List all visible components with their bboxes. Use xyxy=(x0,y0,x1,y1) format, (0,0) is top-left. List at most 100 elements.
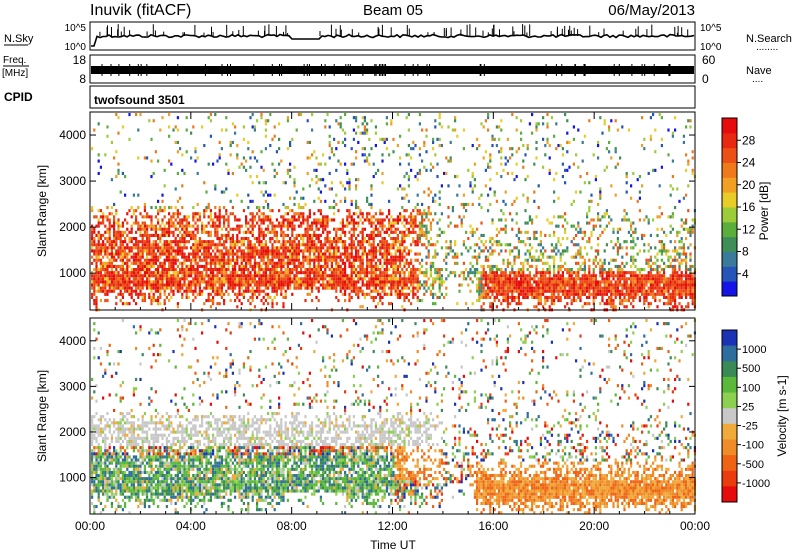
heatmap-cell xyxy=(251,212,254,216)
heatmap-cell xyxy=(95,243,98,247)
heatmap-cell xyxy=(209,255,212,259)
nsearch-label: N.Search xyxy=(746,33,792,45)
heatmap-cell xyxy=(249,218,252,222)
heatmap-cell xyxy=(333,268,336,272)
heatmap-cell xyxy=(163,261,166,265)
heatmap-cell xyxy=(317,286,320,290)
heatmap-cell xyxy=(240,252,243,256)
heatmap-cell xyxy=(396,283,399,287)
heatmap-cell xyxy=(368,252,371,256)
heatmap-cell xyxy=(396,233,399,237)
heatmap-cell xyxy=(341,224,344,228)
heatmap-cell xyxy=(348,280,351,284)
heatmap-cell xyxy=(154,150,157,154)
heatmap-cell xyxy=(513,271,516,275)
heatmap-cell xyxy=(454,243,457,247)
heatmap-cell xyxy=(471,280,474,284)
heatmap-cell xyxy=(425,289,428,293)
heatmap-cell xyxy=(476,289,479,293)
heatmap-cell xyxy=(564,230,567,234)
heatmap-cell xyxy=(315,237,318,241)
heatmap-cell xyxy=(341,221,344,225)
heatmap-cell xyxy=(546,268,549,272)
heatmap-cell xyxy=(132,209,135,213)
heatmap-cell xyxy=(278,209,281,213)
heatmap-cell xyxy=(264,246,267,250)
heatmap-cell xyxy=(258,249,261,253)
heatmap-cell xyxy=(223,299,226,303)
heatmap-cell xyxy=(366,268,369,272)
heatmap-cell xyxy=(264,181,267,185)
heatmap-cell xyxy=(205,246,208,250)
heatmap-cell xyxy=(317,221,320,225)
heatmap-cell xyxy=(502,286,505,290)
heatmap-cell xyxy=(361,261,364,265)
heatmap-cell xyxy=(330,252,333,256)
heatmap-cell xyxy=(339,258,342,262)
heatmap-cell xyxy=(407,184,410,188)
heatmap-cell xyxy=(225,218,228,222)
heatmap-cell xyxy=(280,271,283,275)
heatmap-cell xyxy=(388,209,391,213)
heatmap-cell xyxy=(229,237,232,241)
freq-frame xyxy=(89,54,696,84)
heatmap-cell xyxy=(278,249,281,253)
heatmap-cell xyxy=(258,209,261,213)
heatmap-cell xyxy=(93,243,96,247)
heatmap-cell xyxy=(256,274,259,278)
heatmap-cell xyxy=(282,264,285,268)
heatmap-cell xyxy=(238,277,241,281)
heatmap-cell xyxy=(161,193,164,197)
heatmap-cell xyxy=(214,283,217,287)
heatmap-cell xyxy=(337,255,340,259)
heatmap-cell xyxy=(143,283,146,287)
heatmap-cell xyxy=(113,221,116,225)
heatmap-cell xyxy=(273,193,276,197)
heatmap-cell xyxy=(405,193,408,197)
heatmap-cell xyxy=(280,227,283,231)
heatmap-cell xyxy=(328,243,331,247)
heatmap-cell xyxy=(460,252,463,256)
heatmap-cell xyxy=(212,218,215,222)
heatmap-cell xyxy=(113,237,116,241)
heatmap-cell xyxy=(603,258,606,262)
heatmap-cell xyxy=(196,218,199,222)
heatmap-cell xyxy=(194,280,197,284)
heatmap-cell xyxy=(352,255,355,259)
heatmap-cell xyxy=(344,249,347,253)
heatmap-cell xyxy=(399,249,402,253)
heatmap-cell xyxy=(366,255,369,259)
heatmap-cell xyxy=(407,292,410,296)
heatmap-cell xyxy=(348,178,351,182)
heatmap-cell xyxy=(557,277,560,281)
heatmap-cell xyxy=(150,224,153,228)
heatmap-cell xyxy=(139,252,142,256)
heatmap-cell xyxy=(110,258,113,262)
heatmap-cell xyxy=(256,206,259,210)
heatmap-cell xyxy=(104,277,107,281)
heatmap-cell xyxy=(93,277,96,281)
heatmap-cell xyxy=(104,289,107,293)
heatmap-cell xyxy=(157,283,160,287)
heatmap-cell xyxy=(130,206,133,210)
heatmap-cell xyxy=(205,240,208,244)
heatmap-cell xyxy=(198,215,201,219)
heatmap-cell xyxy=(317,246,320,250)
heatmap-cell xyxy=(328,277,331,281)
heatmap-cell xyxy=(284,243,287,247)
heatmap-cell xyxy=(212,249,215,253)
heatmap-cell xyxy=(462,277,465,281)
heatmap-cell xyxy=(313,271,316,275)
heatmap-cell xyxy=(498,286,501,290)
heatmap-cell xyxy=(524,292,527,296)
heatmap-cell xyxy=(271,261,274,265)
heatmap-cell xyxy=(97,153,100,157)
heatmap-cell xyxy=(154,274,157,278)
heatmap-cell xyxy=(181,268,184,272)
heatmap-cell xyxy=(482,295,485,299)
heatmap-cell xyxy=(363,128,366,132)
heatmap-cell xyxy=(403,264,406,268)
heatmap-cell xyxy=(504,277,507,281)
heatmap-cell xyxy=(135,289,138,293)
heatmap-cell xyxy=(432,165,435,169)
